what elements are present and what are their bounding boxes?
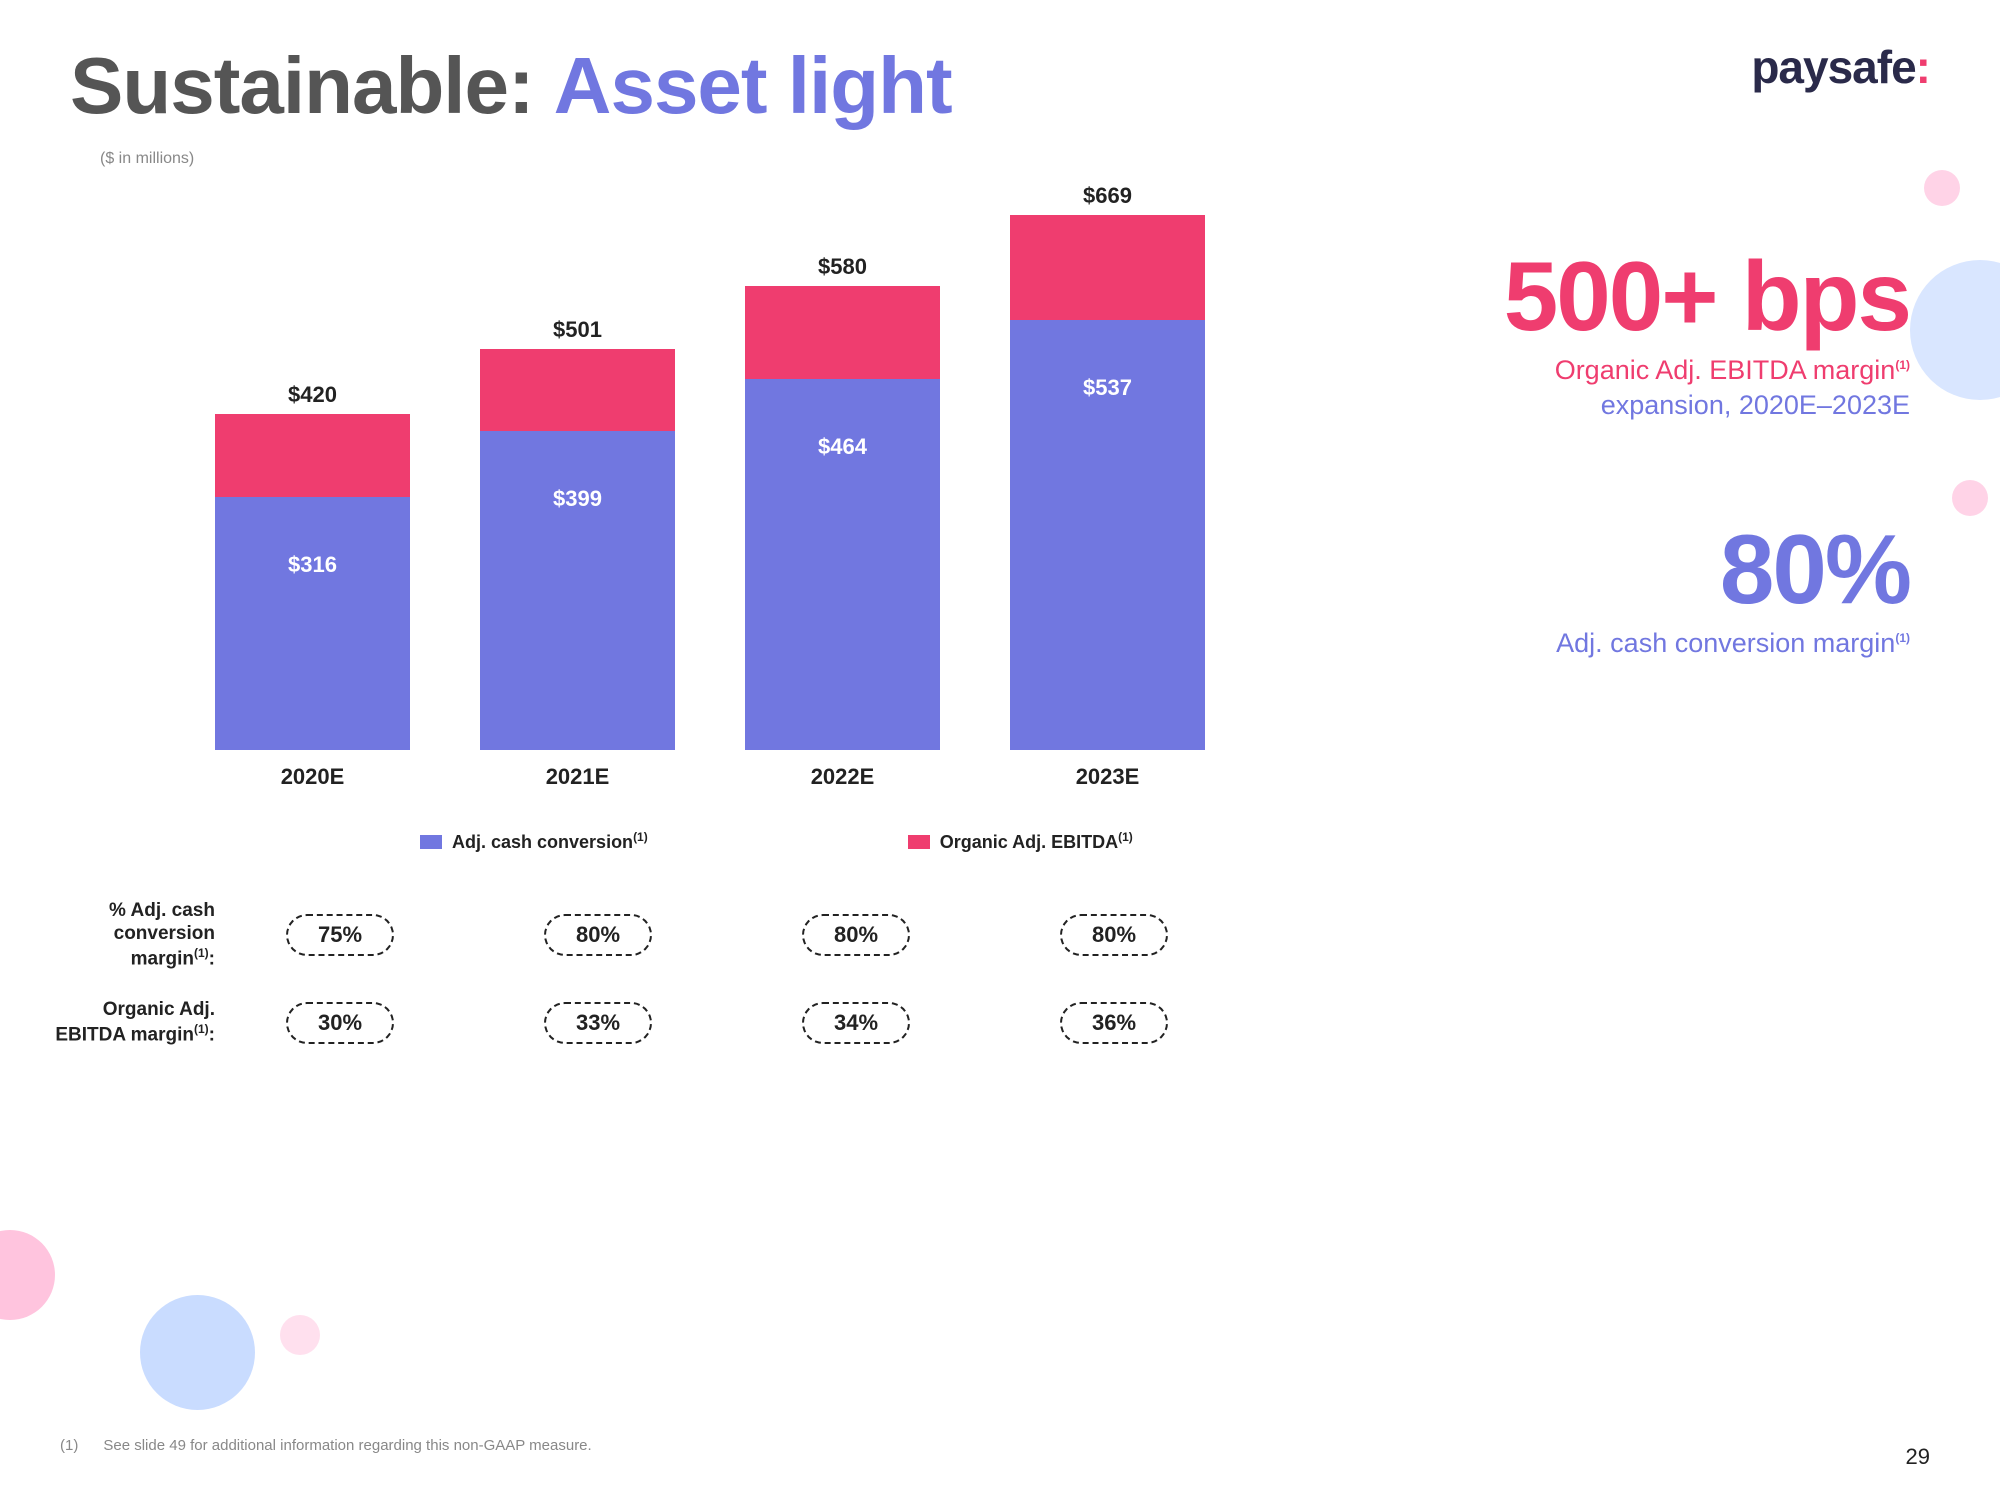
callout: 500+ bpsOrganic Adj. EBITDA margin(1)exp… (1260, 240, 1910, 423)
callout-subtext: expansion, 2020E–2023E (1260, 388, 1910, 423)
decorative-bubble (1924, 170, 1960, 206)
legend-label: Organic Adj. EBITDA(1) (940, 830, 1133, 853)
callout-headline: 80% (1260, 513, 1910, 626)
metric-row-label: Organic Adj. EBITDA margin(1): (48, 999, 223, 1047)
title-accent: Asset light (554, 40, 952, 132)
x-axis-label: 2022E (730, 764, 955, 790)
bar-segment-bottom: $399 (480, 431, 675, 750)
metric-pill: 75% (286, 914, 394, 956)
callout: 80%Adj. cash conversion margin(1) (1260, 513, 1910, 661)
legend-item: Organic Adj. EBITDA(1) (908, 830, 1133, 853)
bar-total-label: $669 (1083, 183, 1132, 209)
callout-subtext: Organic Adj. EBITDA margin(1) (1260, 353, 1910, 388)
bar-group: $580 $464 (730, 254, 955, 750)
metric-pill: 34% (802, 1002, 910, 1044)
footnote: (1) See slide 49 for additional informat… (60, 1437, 592, 1454)
metric-row: % Adj. cash conversion margin(1): 75% 80% 8… (48, 900, 1223, 971)
legend-label: Adj. cash conversion(1) (452, 830, 648, 853)
page-number: 29 (1906, 1444, 1930, 1470)
bar-segment-label: $537 (1010, 375, 1205, 401)
bar-group: $669 $537 (995, 183, 1220, 750)
stacked-bar: $316 (215, 414, 410, 750)
decorative-bubble (280, 1315, 320, 1355)
paysafe-logo: paysafe: (1751, 40, 1930, 94)
callout-subtext: Adj. cash conversion margin(1) (1260, 626, 1910, 661)
bar-segment-label: $399 (480, 486, 675, 512)
legend-swatch (420, 835, 442, 849)
callout-headline: 500+ bps (1260, 240, 1910, 353)
bar-total-label: $580 (818, 254, 867, 280)
metric-pill: 80% (544, 914, 652, 956)
callout-panel: 500+ bpsOrganic Adj. EBITDA margin(1)exp… (1260, 240, 1910, 751)
stacked-bar-chart: $420$316$501$399$580$464$669$537 2020E20… (200, 190, 1220, 810)
logo-colon: : (1916, 41, 1930, 93)
bar-total-label: $420 (288, 382, 337, 408)
bar-segment-bottom: $464 (745, 379, 940, 750)
logo-text: paysafe (1751, 41, 1915, 93)
chart-legend: Adj. cash conversion(1) Organic Adj. EBIT… (420, 830, 1133, 853)
footnote-text: See slide 49 for additional information … (103, 1437, 591, 1454)
x-axis-label: 2023E (995, 764, 1220, 790)
bar-segment-top (1010, 215, 1205, 321)
x-axis-label: 2021E (465, 764, 690, 790)
bar-segment-label: $316 (215, 552, 410, 578)
bar-group: $420 $316 (200, 382, 425, 750)
decorative-bubble (1910, 260, 2000, 400)
bar-segment-top (745, 286, 940, 379)
page-title: Sustainable: Asset light (70, 40, 952, 132)
bar-segment-top (215, 414, 410, 497)
metric-pill: 33% (544, 1002, 652, 1044)
bar-segment-bottom: $537 (1010, 320, 1205, 750)
metric-pill-table: % Adj. cash conversion margin(1): 75% 80% 8… (48, 900, 1223, 1075)
metric-pill: 30% (286, 1002, 394, 1044)
metric-row-label: % Adj. cash conversion margin(1): (48, 900, 223, 971)
decorative-bubble (0, 1230, 55, 1320)
stacked-bar: $537 (1010, 215, 1205, 750)
bar-segment-bottom: $316 (215, 497, 410, 750)
footnote-marker: (1) (60, 1437, 78, 1454)
bar-group: $501 $399 (465, 317, 690, 750)
decorative-bubble (140, 1295, 255, 1410)
bar-total-label: $501 (553, 317, 602, 343)
metric-pill: 36% (1060, 1002, 1168, 1044)
stacked-bar: $464 (745, 286, 940, 750)
metric-pill: 80% (802, 914, 910, 956)
bar-segment-label: $464 (745, 434, 940, 460)
bar-segment-top (480, 349, 675, 431)
stacked-bar: $399 (480, 349, 675, 750)
units-label: ($ in millions) (100, 150, 194, 168)
title-main: Sustainable: (70, 40, 534, 132)
metric-row: Organic Adj. EBITDA margin(1): 30% 33% 34% 3… (48, 999, 1223, 1047)
x-axis-label: 2020E (200, 764, 425, 790)
legend-swatch (908, 835, 930, 849)
decorative-bubble (1952, 480, 1988, 516)
metric-pill: 80% (1060, 914, 1168, 956)
legend-item: Adj. cash conversion(1) (420, 830, 648, 853)
